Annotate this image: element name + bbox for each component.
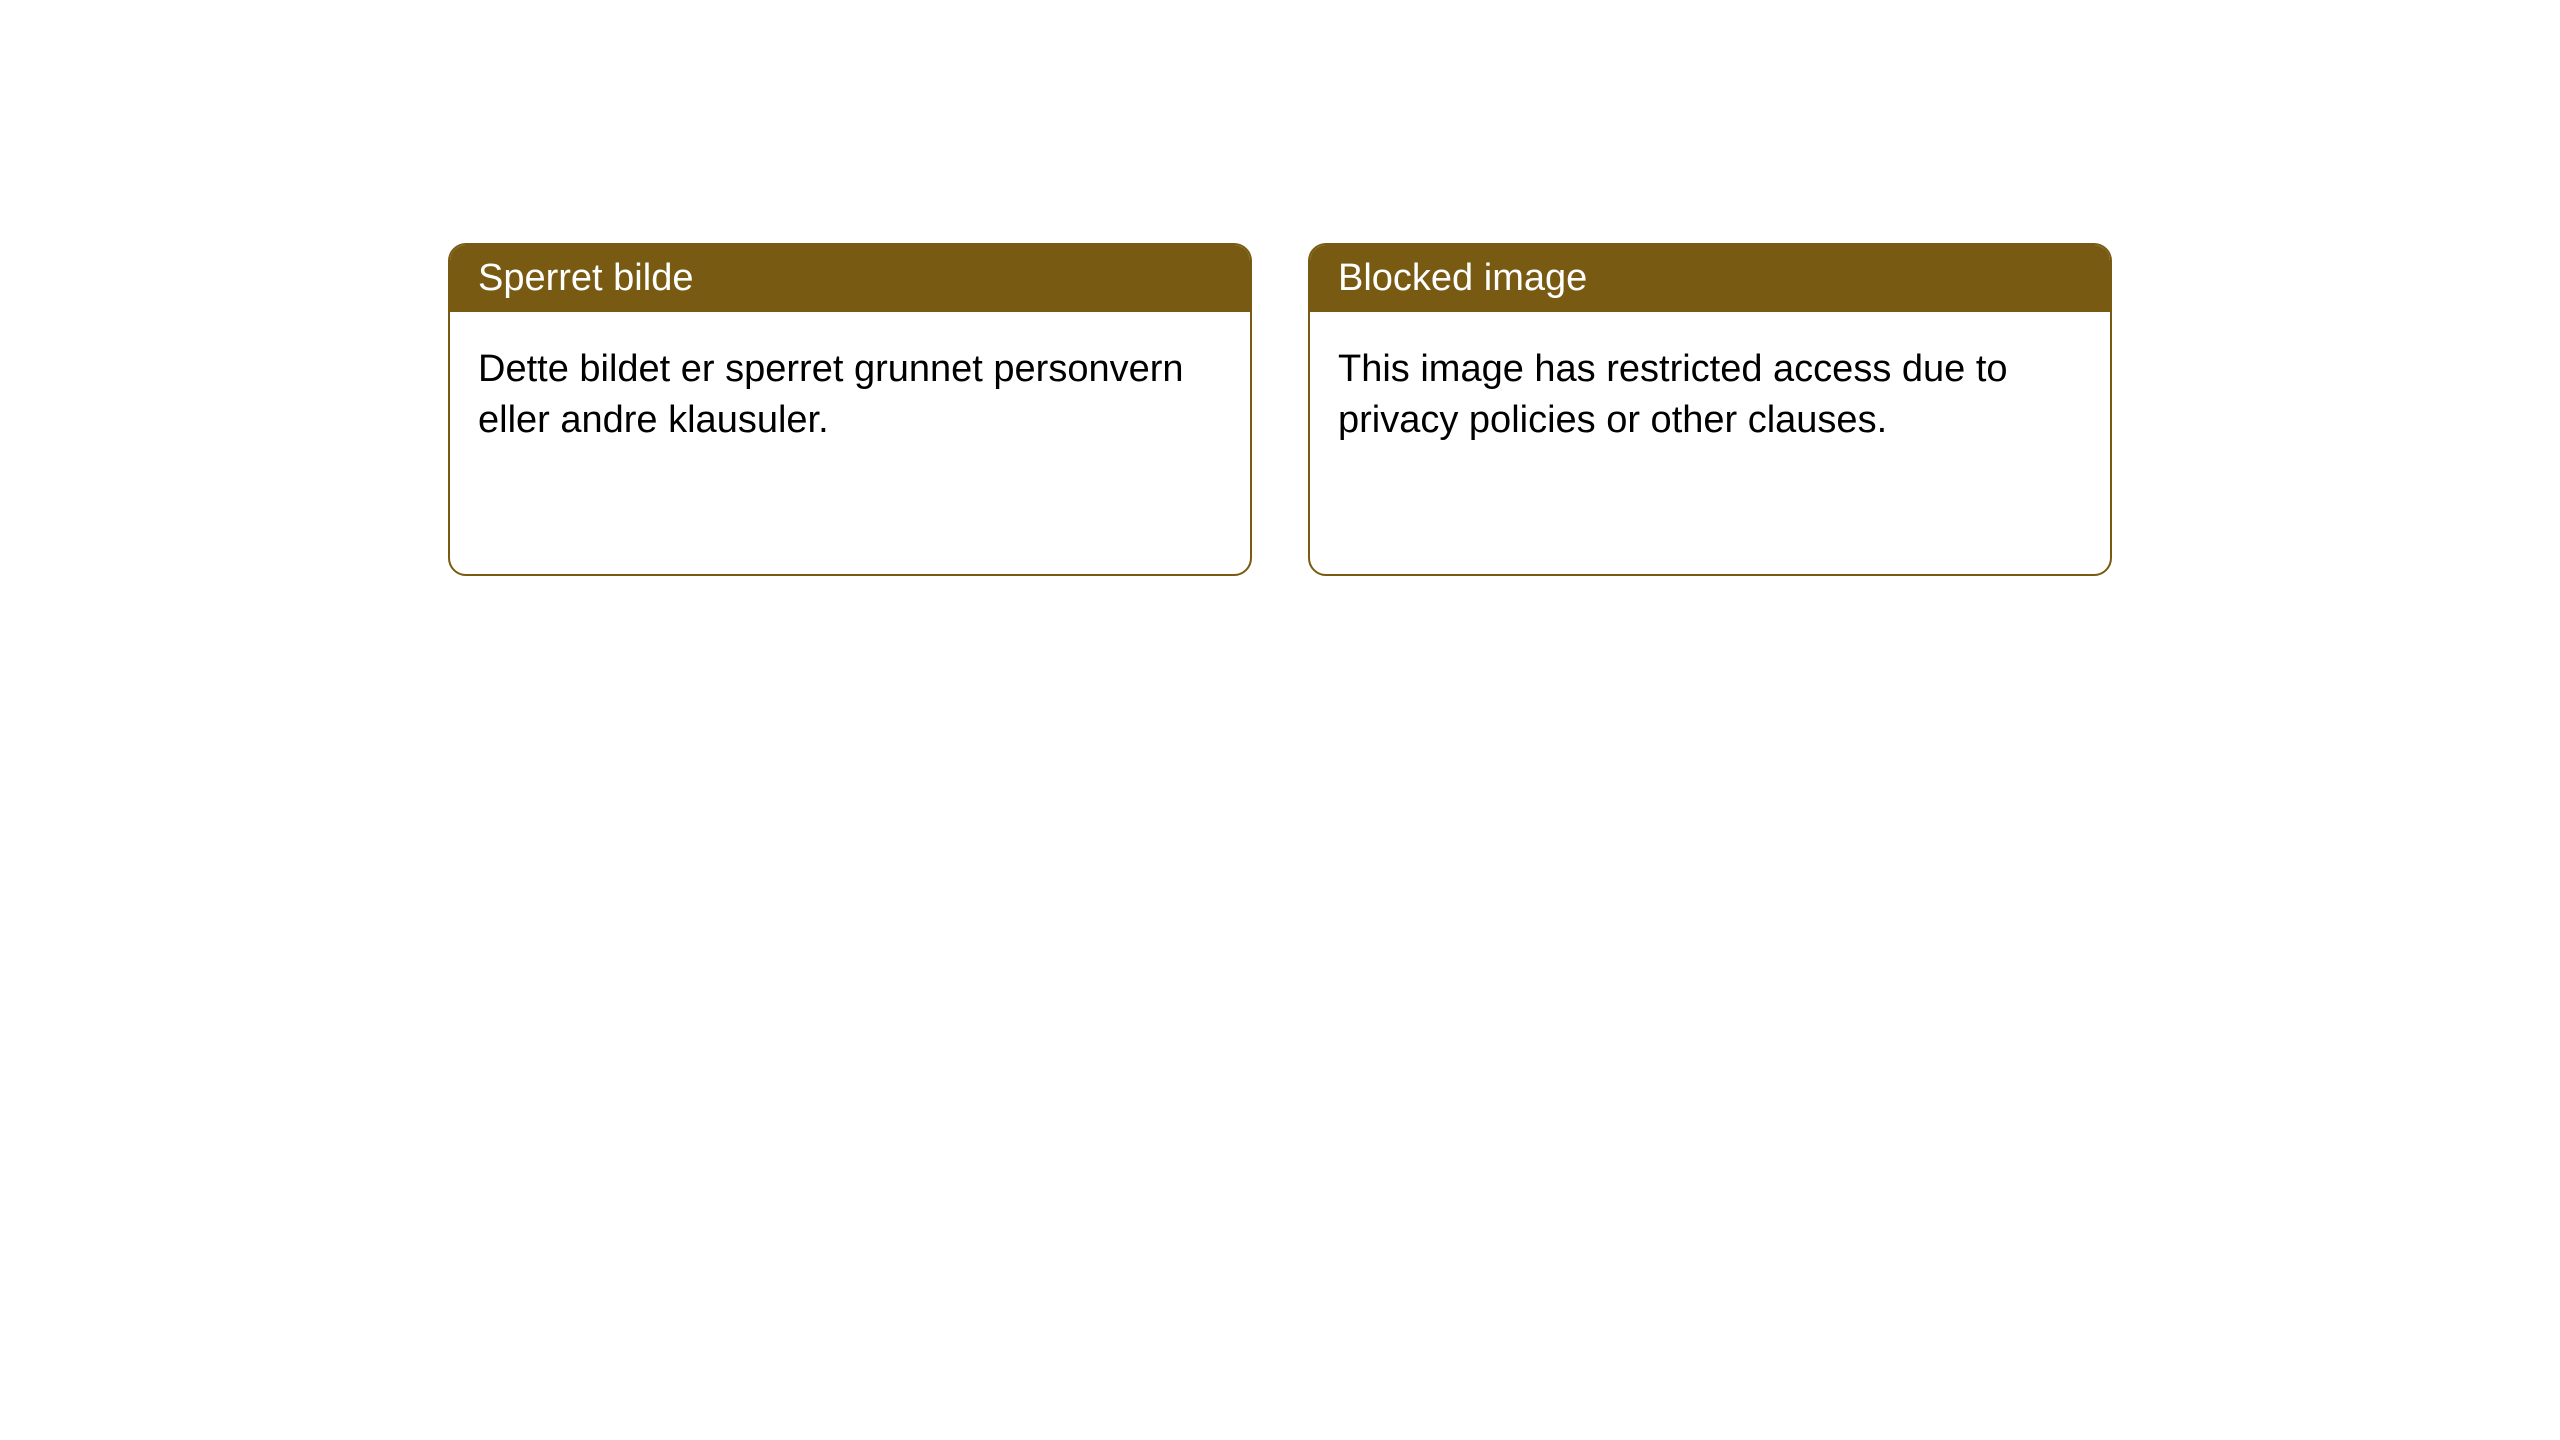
notice-card-body: This image has restricted access due to … [1310,312,2110,479]
notice-card-header: Sperret bilde [450,245,1250,312]
notice-card-body-text: This image has restricted access due to … [1338,348,2008,441]
notice-cards-container: Sperret bilde Dette bildet er sperret gr… [0,0,2560,576]
notice-card-body: Dette bildet er sperret grunnet personve… [450,312,1250,479]
notice-card-body-text: Dette bildet er sperret grunnet personve… [478,348,1184,441]
notice-card-norwegian: Sperret bilde Dette bildet er sperret gr… [448,243,1252,576]
notice-card-header: Blocked image [1310,245,2110,312]
notice-card-english: Blocked image This image has restricted … [1308,243,2112,576]
notice-card-title: Sperret bilde [478,257,693,299]
notice-card-title: Blocked image [1338,257,1587,299]
